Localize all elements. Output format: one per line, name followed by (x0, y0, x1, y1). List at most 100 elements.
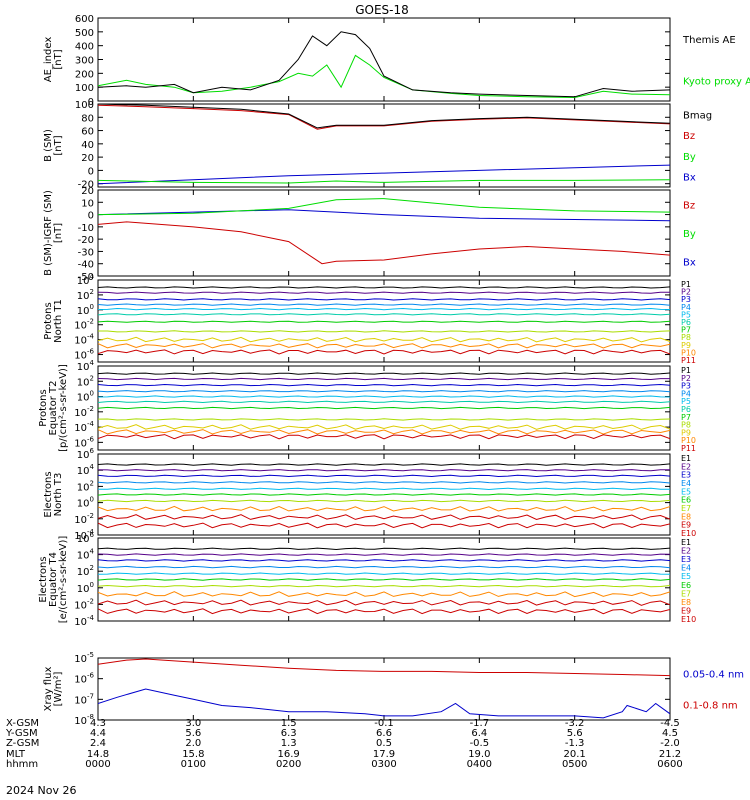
y-tick-label: 0 (88, 97, 94, 108)
footer-value: 1.3 (281, 738, 297, 749)
y-tick-label: 0 (88, 166, 94, 177)
y-tick-label: 10-7 (74, 692, 94, 706)
footer-row-label: MLT (6, 749, 26, 760)
channel-line (98, 313, 670, 316)
y-tick-label: 100 (77, 390, 94, 404)
channel-label: P6 (681, 405, 691, 414)
y-tick-label: 200 (75, 69, 94, 80)
channel-label: E7 (681, 504, 691, 513)
footer-value: 1.5 (281, 718, 297, 729)
channel-line (98, 572, 670, 575)
channel-line (98, 469, 670, 472)
y-tick-label: 100 (77, 303, 94, 317)
series-line (98, 31, 670, 98)
channel-line (98, 424, 670, 430)
channel-label: P7 (681, 326, 691, 335)
channel-line (98, 349, 670, 355)
y-tick-label: 104 (77, 273, 95, 287)
channel-label: E6 (681, 496, 691, 505)
y-tick-label: 10-8 (74, 713, 94, 727)
channel-label: P11 (681, 444, 696, 453)
channel-line (98, 608, 670, 615)
footer-value: 6.3 (281, 728, 297, 739)
y-tick-label: 10-2 (74, 597, 94, 611)
channel-line (98, 429, 670, 435)
channel-label: E4 (681, 479, 691, 488)
legend-label: Bz (683, 200, 695, 211)
channel-label: P3 (681, 295, 691, 304)
y-tick-label: 10-5 (74, 651, 94, 665)
footer-row-label: hhmm (6, 759, 38, 770)
legend-label: Bmag (683, 110, 712, 121)
footer-value: 4.3 (90, 718, 106, 729)
channel-line (98, 481, 670, 484)
footer-value: 0100 (181, 759, 206, 770)
panel-8: 10-8 10-7 10-6 10-5 Xray flux [W/m²] 0.05-0.4 … (43, 651, 744, 727)
y-tick-label: 10-6 (74, 435, 94, 449)
y-axis-label: Protons (43, 302, 54, 339)
channel-label: E10 (681, 529, 696, 538)
y-axis-label: [nT] (53, 135, 64, 155)
y-tick-label: -10 (78, 223, 94, 234)
channel-line (98, 343, 670, 349)
y-tick-label: 100 (75, 83, 94, 94)
panel-2: -20 0 20 40 60 80 100 B (SM) [nT] Bmag Bz By Bx (43, 100, 712, 191)
footer-value: 0.5 (376, 738, 392, 749)
y-tick-label: -50 (78, 272, 94, 283)
channel-line (98, 307, 670, 311)
series-line (98, 104, 670, 130)
y-tick-label: 10-4 (74, 420, 94, 434)
channel-label: P5 (681, 310, 691, 319)
channel-label: P10 (681, 436, 696, 445)
channel-line (98, 418, 670, 421)
channel-line (98, 463, 670, 466)
channel-line (98, 400, 670, 404)
channel-line (98, 565, 670, 569)
footer-value: 19.0 (468, 749, 490, 760)
channel-line (98, 291, 670, 294)
y-axis-label: Electrons (38, 556, 49, 602)
y-axis-label: [e/(cm²-s-sr-keV)] (58, 536, 69, 624)
y-axis-label: B (SM) (43, 129, 54, 162)
channel-line (98, 493, 670, 496)
legend-label: Bx (683, 258, 696, 269)
y-tick-label: 10-4 (74, 333, 94, 347)
legend-label: Bz (683, 131, 695, 142)
footer-value: -3.2 (565, 718, 585, 729)
y-axis-label: AE_index (43, 37, 54, 83)
footer-value: -2.0 (660, 738, 680, 749)
legend-label: By (683, 152, 696, 163)
y-tick-label: 10-2 (74, 318, 94, 332)
channel-line (98, 286, 670, 289)
footer-value: 6.4 (471, 728, 487, 739)
y-tick-label: -40 (78, 260, 94, 271)
y-tick-label: 102 (77, 479, 94, 493)
y-tick-label: 10-2 (74, 512, 94, 526)
y-axis-label: [W/m²] (53, 671, 64, 706)
y-tick-label: -30 (78, 247, 94, 258)
footer-value: 4.4 (90, 728, 106, 739)
channel-line (98, 499, 670, 503)
channel-label: E3 (681, 555, 691, 564)
series-line (98, 688, 670, 719)
channel-line (98, 372, 670, 375)
channel-line (98, 336, 670, 343)
y-axis-label: Equator T4 (48, 552, 59, 607)
y-tick-label: -20 (78, 235, 94, 246)
y-tick-label: 102 (77, 288, 94, 302)
footer-value: 3.0 (185, 718, 201, 729)
channel-label: E5 (681, 487, 691, 496)
channel-label: P10 (681, 348, 696, 357)
legend-label: 0.05-0.4 nm (683, 670, 744, 681)
channel-label: P3 (681, 382, 691, 391)
channel-line (98, 303, 670, 306)
y-tick-label: 10-6 (74, 672, 94, 686)
footer-value: 6.6 (376, 728, 392, 739)
legend-label: By (683, 229, 696, 240)
footer-value: -0.1 (374, 718, 394, 729)
y-tick-label: 300 (75, 56, 94, 67)
plot-title: GOES-18 (355, 3, 409, 17)
y-tick-label: 10-4 (74, 614, 94, 628)
